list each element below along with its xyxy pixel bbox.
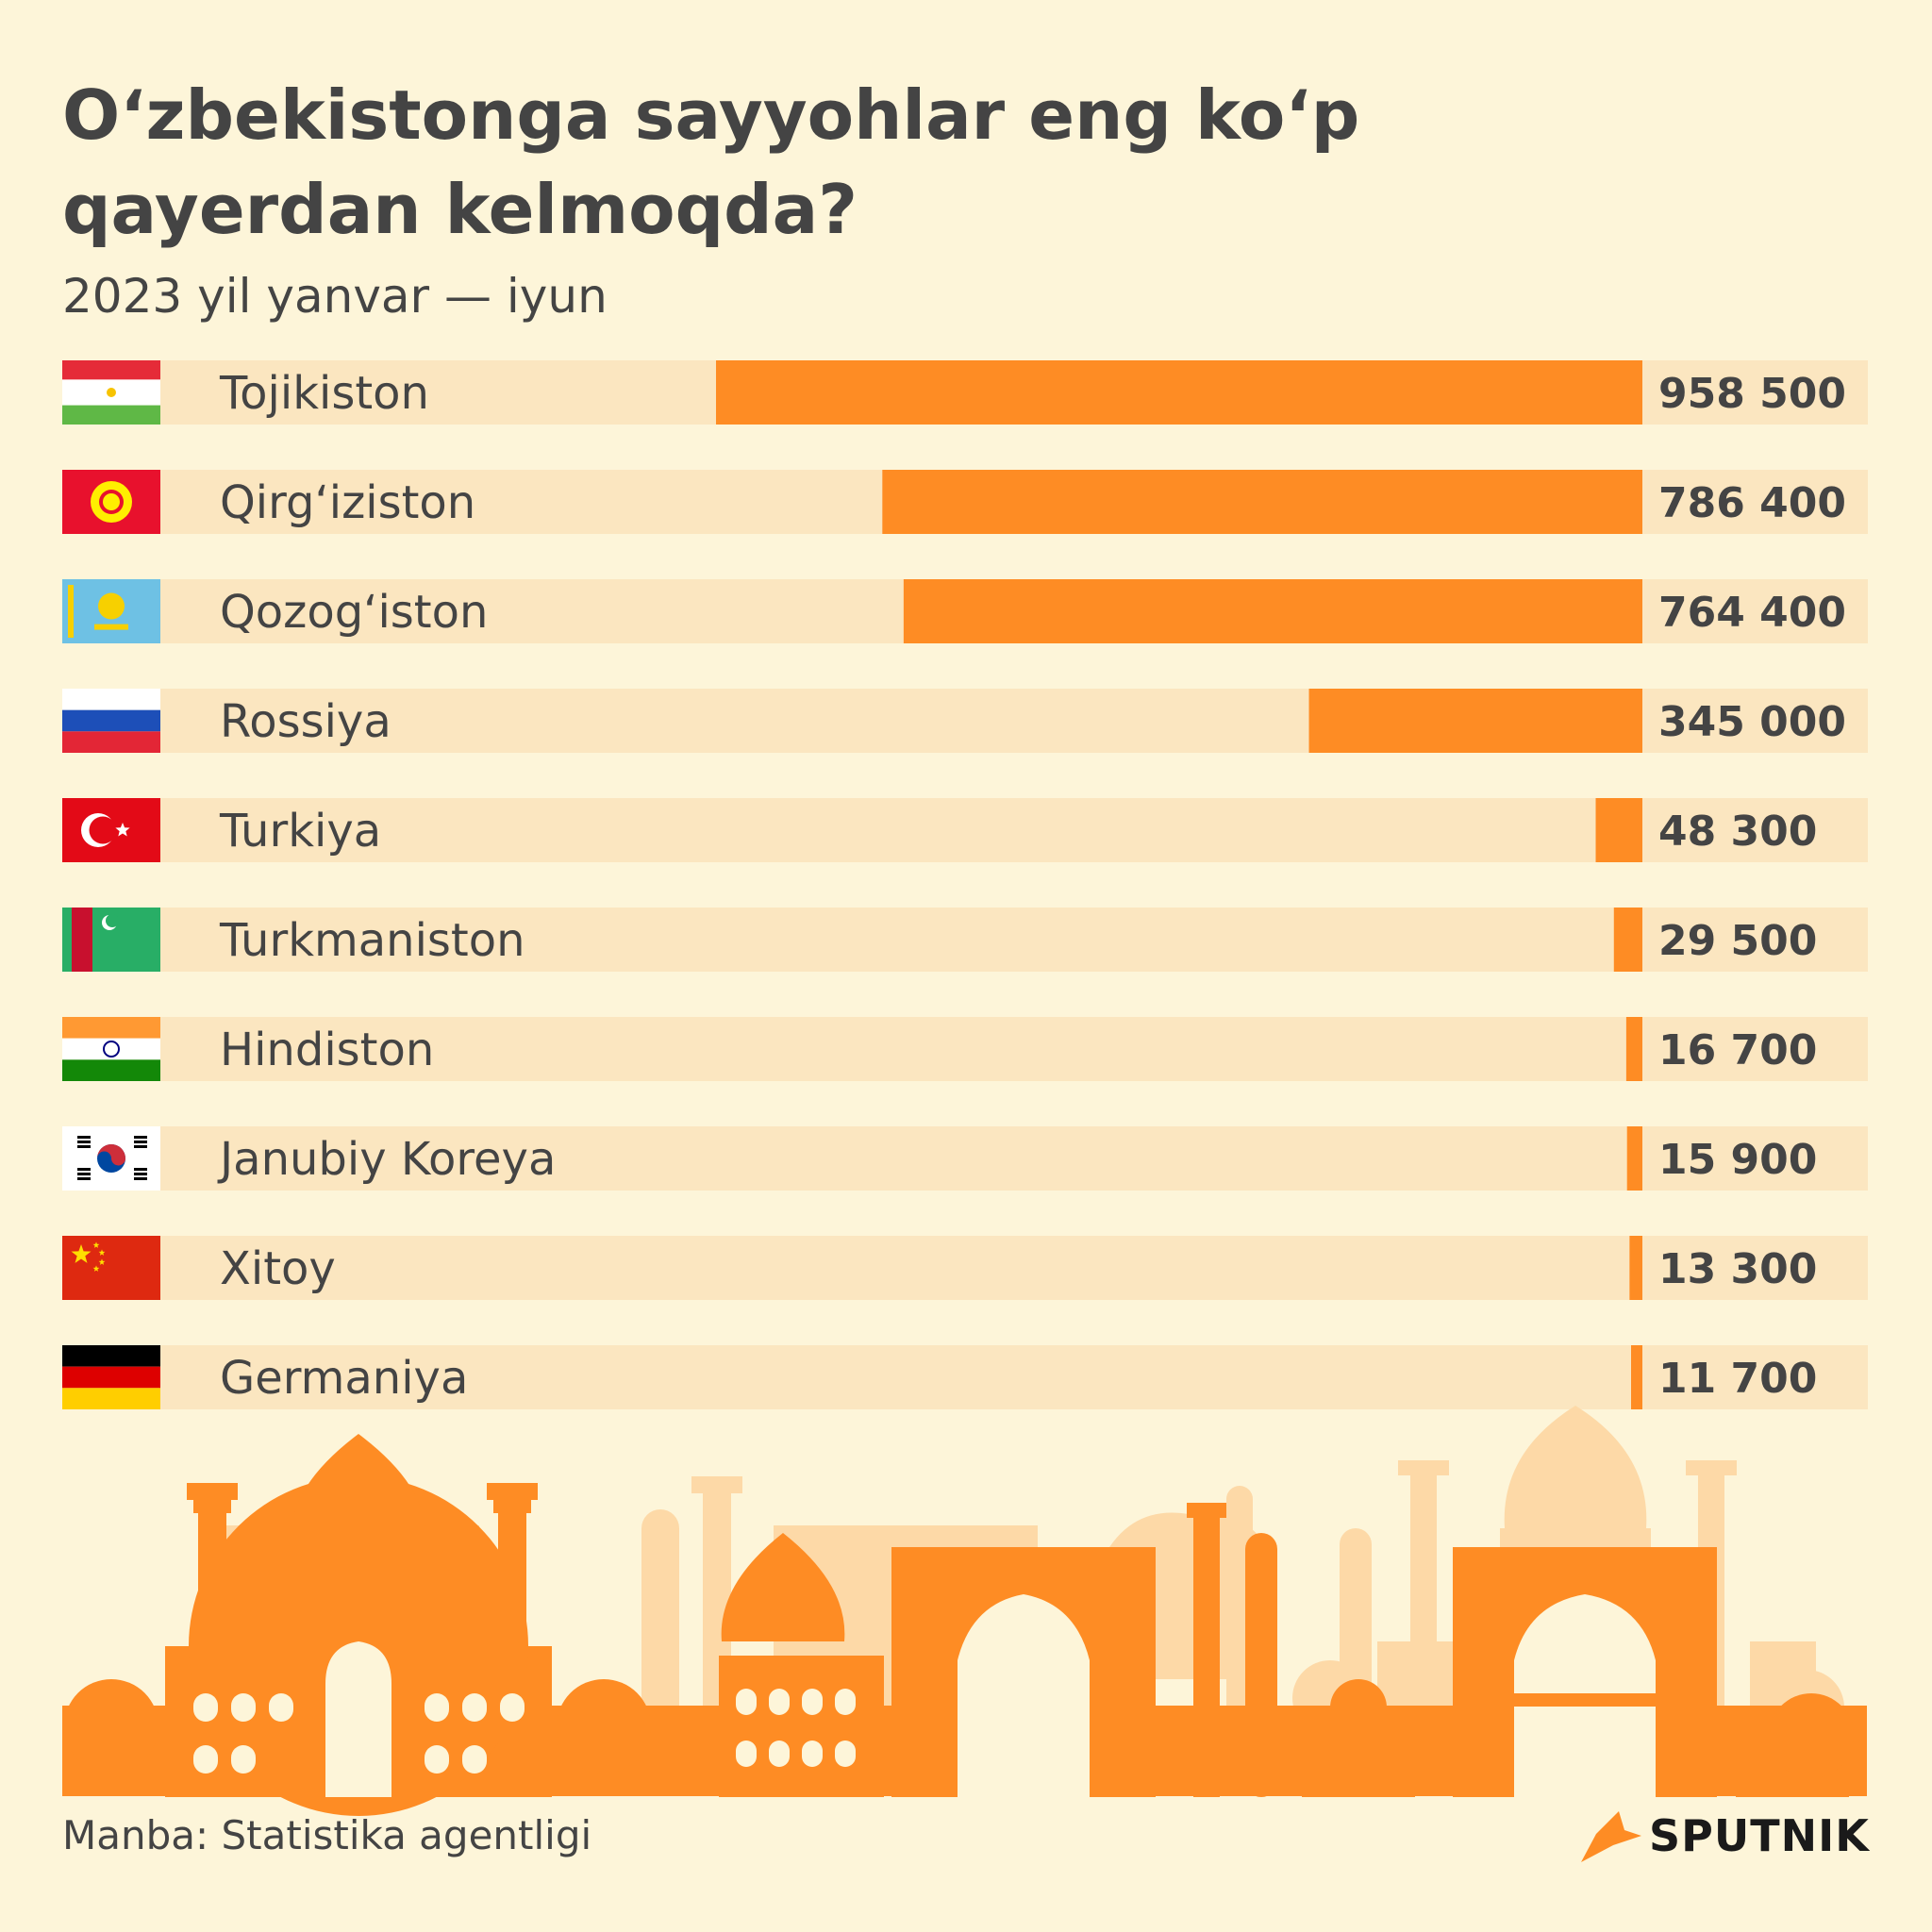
south-korea-flag-icon bbox=[62, 1126, 160, 1191]
bar-track bbox=[160, 1017, 1868, 1081]
category-label: Tojikiston bbox=[219, 367, 429, 420]
value-label: 48 300 bbox=[1658, 808, 1817, 856]
bar-row: Qirg‘iziston 786 400 bbox=[62, 470, 1868, 534]
bar bbox=[1629, 1236, 1642, 1300]
value-label: 16 700 bbox=[1658, 1026, 1817, 1074]
india-flag-icon bbox=[62, 1017, 160, 1081]
germany-flag-icon bbox=[62, 1345, 160, 1409]
bar-row: Rossiya 345 000 bbox=[62, 689, 1868, 753]
bar bbox=[903, 579, 1642, 643]
bar-track bbox=[160, 1236, 1868, 1300]
category-label: Turkiya bbox=[219, 805, 381, 858]
bar-row: Tojikiston 958 500 bbox=[62, 360, 1868, 425]
bar-track bbox=[160, 908, 1868, 972]
category-label: Turkmaniston bbox=[219, 914, 525, 967]
category-label: Qirg‘iziston bbox=[220, 476, 475, 529]
value-label: 345 000 bbox=[1658, 698, 1846, 746]
bar bbox=[882, 470, 1642, 534]
bar bbox=[1625, 1017, 1642, 1081]
value-label: 786 400 bbox=[1658, 479, 1846, 527]
bar bbox=[716, 360, 1642, 425]
chart-subtitle: 2023 yil yanvar — iyun bbox=[62, 269, 608, 324]
turkey-flag-icon bbox=[62, 798, 160, 862]
bar-row: Qozog‘iston 764 400 bbox=[62, 579, 1868, 643]
category-label: Janubiy Koreya bbox=[217, 1133, 556, 1186]
value-label: 29 500 bbox=[1658, 917, 1817, 965]
category-label: Rossiya bbox=[220, 695, 391, 748]
category-label: Qozog‘iston bbox=[220, 586, 488, 639]
bar-row: Hindiston 16 700 bbox=[62, 1017, 1868, 1081]
turkmenistan-flag-icon bbox=[62, 908, 160, 972]
kazakhstan-flag-icon bbox=[62, 579, 160, 643]
source-note: Manba: Statistika agentligi bbox=[62, 1812, 592, 1858]
bar bbox=[1626, 1126, 1642, 1191]
bar bbox=[1595, 798, 1642, 862]
bar-row: Xitoy 13 300 bbox=[62, 1236, 1868, 1300]
russia-flag-icon bbox=[62, 689, 160, 753]
value-label: 13 300 bbox=[1658, 1245, 1817, 1293]
bar-rows: Tojikiston 958 500 Qirg‘iziston 786 400 Qozo… bbox=[62, 360, 1868, 1409]
brand-name: SPUTNIK bbox=[1649, 1810, 1870, 1861]
bar-track bbox=[160, 1126, 1868, 1191]
bar-row: Turkiya 48 300 bbox=[62, 798, 1868, 862]
bar-row: Turkmaniston 29 500 bbox=[62, 908, 1868, 972]
value-label: 958 500 bbox=[1658, 370, 1846, 418]
bar-row: Germaniya 11 700 bbox=[62, 1345, 1868, 1409]
kyrgyzstan-flag-icon bbox=[62, 470, 160, 534]
category-label: Hindiston bbox=[220, 1024, 434, 1076]
china-flag-icon bbox=[62, 1236, 160, 1300]
value-label: 11 700 bbox=[1658, 1355, 1817, 1403]
sputnik-logo-icon bbox=[1581, 1811, 1641, 1862]
bar-track bbox=[160, 1345, 1868, 1409]
category-label: Germaniya bbox=[220, 1352, 468, 1405]
city-skyline-illustration bbox=[62, 1406, 1867, 1816]
category-label: Xitoy bbox=[220, 1242, 336, 1295]
chart-title: O‘zbekistonga sayyohlar eng ko‘p qayerda… bbox=[62, 75, 1360, 249]
bar bbox=[1308, 689, 1642, 753]
bar-row: Janubiy Koreya 15 900 bbox=[62, 1126, 1868, 1191]
bar bbox=[1613, 908, 1642, 972]
bar-track bbox=[160, 798, 1868, 862]
value-label: 764 400 bbox=[1658, 589, 1846, 637]
bar bbox=[1631, 1345, 1642, 1409]
tajikistan-flag-icon bbox=[62, 360, 160, 425]
sputnik-logo: SPUTNIK bbox=[1581, 1807, 1870, 1864]
value-label: 15 900 bbox=[1658, 1136, 1817, 1184]
